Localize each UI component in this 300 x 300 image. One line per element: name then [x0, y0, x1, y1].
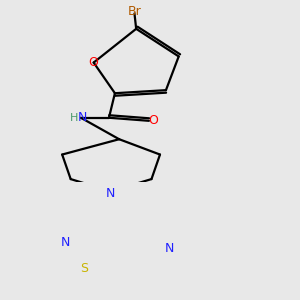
Text: N: N — [61, 236, 70, 249]
Text: O: O — [88, 56, 98, 69]
Text: H: H — [70, 113, 79, 123]
Text: Br: Br — [128, 5, 141, 18]
Text: O: O — [148, 114, 158, 127]
Text: S: S — [80, 262, 88, 275]
Text: N: N — [78, 111, 87, 124]
Text: N: N — [105, 187, 115, 200]
Text: N: N — [165, 242, 175, 255]
